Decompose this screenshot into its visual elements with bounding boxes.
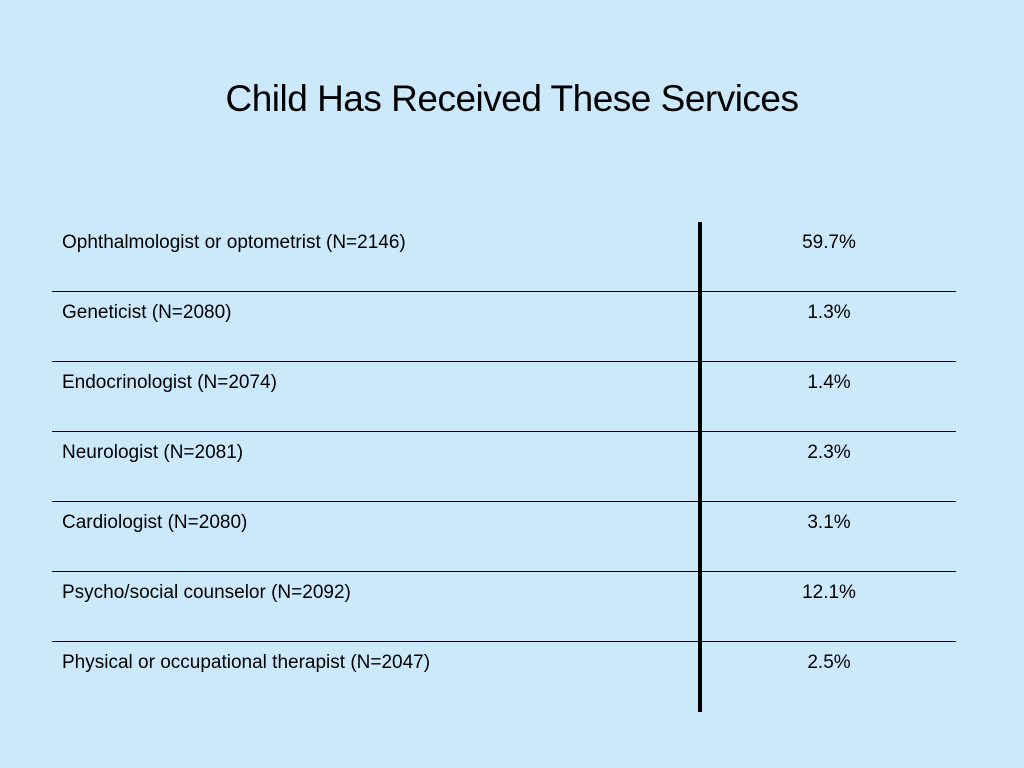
service-label: Physical or occupational therapist (N=20… xyxy=(62,652,431,673)
service-label: Endocrinologist (N=2074) xyxy=(62,372,277,393)
service-percentage: 2.3% xyxy=(807,442,851,463)
table-row: Neurologist (N=2081) 2.3% xyxy=(52,432,956,502)
service-label: Neurologist (N=2081) xyxy=(62,442,244,463)
service-percentage: 1.4% xyxy=(807,372,851,393)
service-percentage: 12.1% xyxy=(802,582,856,603)
service-label: Ophthalmologist or optometrist (N=2146) xyxy=(62,232,406,253)
slide-title: Child Has Received These Services xyxy=(225,78,799,119)
service-label: Geneticist (N=2080) xyxy=(62,302,232,323)
table-row: Ophthalmologist or optometrist (N=2146) … xyxy=(52,222,956,292)
service-label: Psycho/social counselor (N=2092) xyxy=(62,582,351,603)
service-percentage: 1.3% xyxy=(807,302,851,323)
table-row: Physical or occupational therapist (N=20… xyxy=(52,642,956,712)
services-table: Ophthalmologist or optometrist (N=2146) … xyxy=(52,222,956,712)
table-row: Cardiologist (N=2080) 3.1% xyxy=(52,502,956,572)
table-rows: Ophthalmologist or optometrist (N=2146) … xyxy=(52,222,956,712)
service-percentage: 2.5% xyxy=(807,652,851,673)
service-percentage: 59.7% xyxy=(802,232,856,253)
service-percentage: 3.1% xyxy=(807,512,851,533)
column-divider xyxy=(698,222,702,712)
service-label: Cardiologist (N=2080) xyxy=(62,512,248,533)
table-row: Endocrinologist (N=2074) 1.4% xyxy=(52,362,956,432)
table-row: Psycho/social counselor (N=2092) 12.1% xyxy=(52,572,956,642)
table-row: Geneticist (N=2080) 1.3% xyxy=(52,292,956,362)
